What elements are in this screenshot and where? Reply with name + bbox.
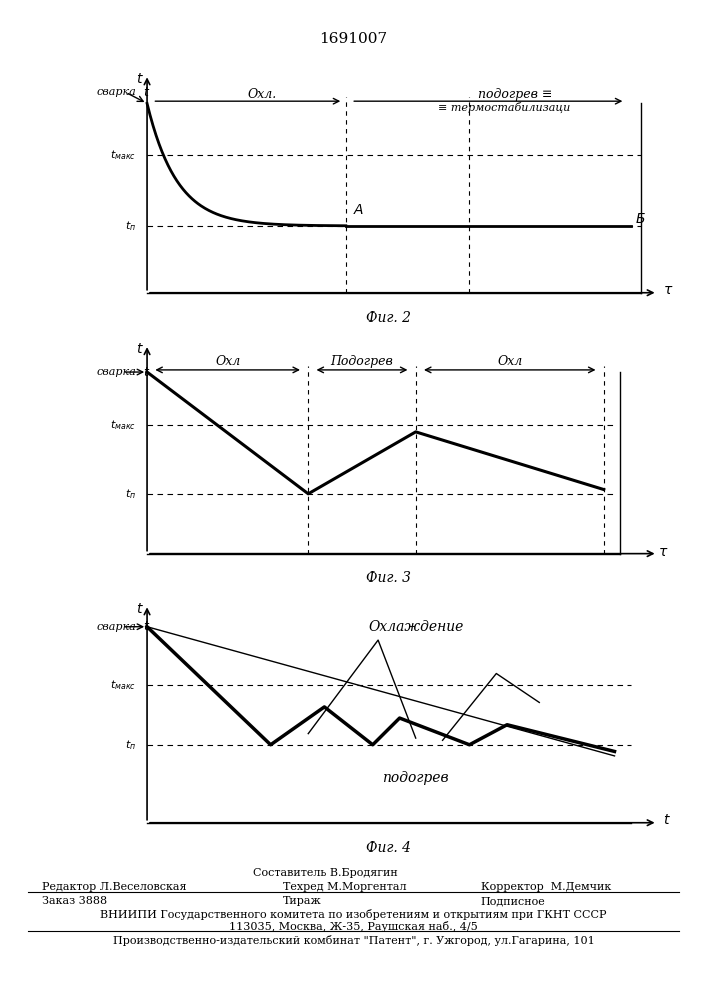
Text: Редактор Л.Веселовская: Редактор Л.Веселовская: [42, 882, 187, 892]
Text: 1691007: 1691007: [320, 32, 387, 46]
Text: $\tau$: $\tau$: [658, 544, 668, 558]
Text: $t_{макс}$: $t_{макс}$: [110, 419, 136, 432]
Text: Фиг. 3: Фиг. 3: [366, 571, 411, 585]
Text: А: А: [354, 203, 363, 217]
Text: Подписное: Подписное: [481, 896, 546, 906]
Text: $t$: $t$: [136, 342, 144, 356]
Text: $\tau$: $\tau$: [663, 284, 673, 298]
Text: $t$: $t$: [136, 602, 144, 616]
Text: Подогрев: Подогрев: [331, 355, 393, 368]
Text: $t_{макс}$: $t_{макс}$: [110, 148, 136, 162]
Text: $t$: $t$: [143, 620, 150, 633]
Text: сварка: сварка: [97, 87, 136, 97]
Text: $t$: $t$: [143, 366, 150, 379]
Text: ≡ термостабилизаци: ≡ термостабилизаци: [438, 102, 571, 113]
Text: Охл.: Охл.: [248, 88, 277, 101]
Text: Техред М.Моргентал: Техред М.Моргентал: [283, 882, 407, 892]
Text: Фиг. 4: Фиг. 4: [366, 841, 411, 855]
Text: Охл: Охл: [215, 355, 240, 368]
Text: подогрев: подогрев: [382, 771, 449, 785]
Text: Охлаждение: Охлаждение: [368, 620, 463, 634]
Text: $t$: $t$: [663, 814, 671, 828]
Text: подогрев ≡: подогрев ≡: [478, 88, 552, 101]
Text: Б: Б: [636, 212, 645, 226]
Text: Заказ 3888: Заказ 3888: [42, 896, 107, 906]
Text: 113035, Москва, Ж-35, Раушская наб., 4/5: 113035, Москва, Ж-35, Раушская наб., 4/5: [229, 921, 478, 932]
Text: Корректор  М.Демчик: Корректор М.Демчик: [481, 882, 611, 892]
Text: $t_{п}$: $t_{п}$: [125, 219, 136, 233]
Text: ВНИИПИ Государственного комитета по изобретениям и открытиям при ГКНТ СССР: ВНИИПИ Государственного комитета по изоб…: [100, 909, 607, 920]
Text: $t_{п}$: $t_{п}$: [125, 738, 136, 752]
Text: $t$: $t$: [143, 86, 150, 99]
Text: Производственно-издательский комбинат "Патент", г. Ужгород, ул.Гагарина, 101: Производственно-издательский комбинат "П…: [112, 935, 595, 946]
Text: Охл: Охл: [497, 355, 522, 368]
Text: сварка: сварка: [97, 367, 136, 377]
Text: Тираж: Тираж: [283, 896, 322, 906]
Text: $t$: $t$: [136, 72, 144, 86]
Text: сварка: сварка: [97, 622, 136, 632]
Text: Фиг. 2: Фиг. 2: [366, 311, 411, 325]
Text: $t_{макс}$: $t_{макс}$: [110, 678, 136, 692]
Text: Составитель В.Бродягин: Составитель В.Бродягин: [253, 868, 397, 878]
Text: $t_{п}$: $t_{п}$: [125, 487, 136, 501]
